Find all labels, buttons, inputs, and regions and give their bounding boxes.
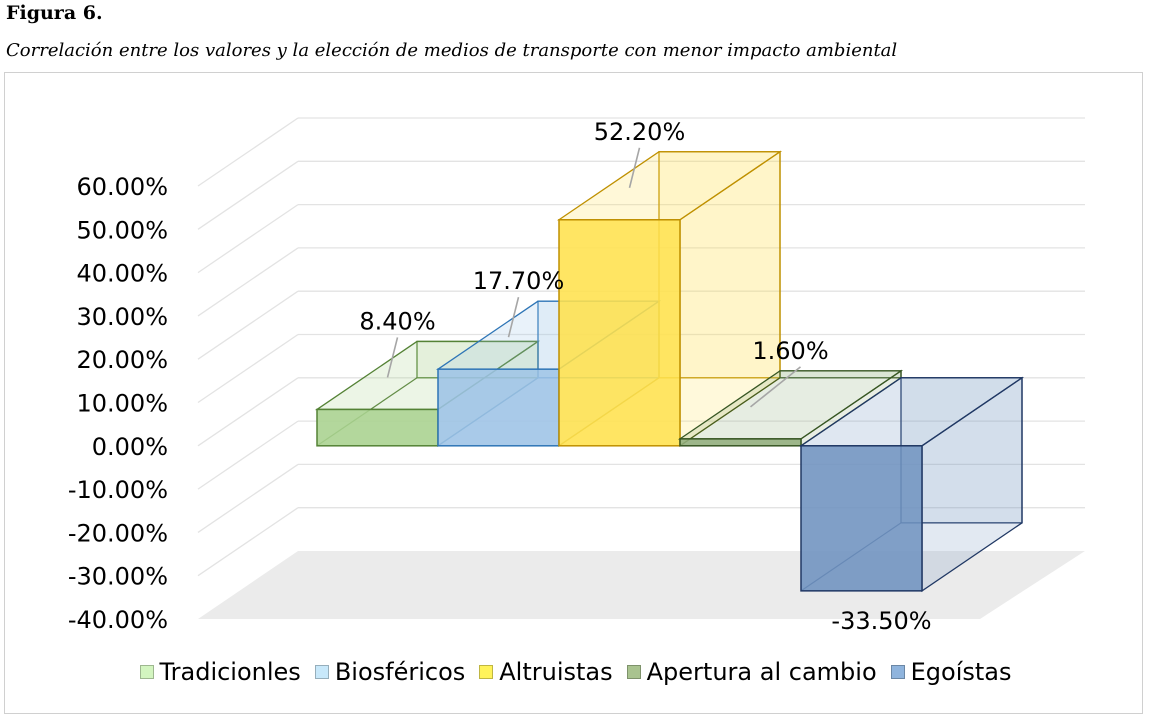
legend-item-biosfericos: Biosféricos	[314, 658, 466, 686]
legend-swatch	[314, 665, 329, 679]
legend-label: Egoístas	[910, 658, 1012, 686]
bar-front-face	[800, 445, 923, 592]
data-label-tradicionles: 8.40%	[359, 307, 436, 378]
y-tick-label: -30.00%	[68, 563, 168, 591]
gridline-side	[197, 290, 299, 360]
y-tick-label: -20.00%	[68, 519, 168, 547]
bar-edge	[679, 377, 781, 447]
legend-item-altruistas: Altruistas	[479, 658, 613, 686]
data-label-text: 17.70%	[473, 267, 565, 295]
gridline-side	[197, 420, 299, 490]
y-tick-label: 30.00%	[76, 303, 168, 331]
y-tick-label: 20.00%	[76, 346, 168, 374]
legend-label: Apertura al cambio	[646, 658, 877, 686]
figure-caption: Correlación entre los valores y la elecc…	[6, 40, 898, 61]
gridline-side	[197, 160, 299, 230]
data-label-text: 52.20%	[594, 118, 686, 146]
bar-front-face	[316, 408, 439, 447]
legend-swatch	[890, 665, 905, 679]
leader-line	[386, 337, 399, 378]
legend-swatch	[479, 665, 494, 679]
legend-label: Altruistas	[499, 658, 613, 686]
data-label-egoistas: -33.50%	[831, 607, 931, 635]
legend-label: Biosféricos	[334, 658, 466, 686]
gridline-side	[197, 204, 299, 274]
gridline-side	[197, 333, 299, 404]
bar-front-face	[679, 438, 802, 447]
legend: Tradicionles Biosféricos Altruistas Apertur…	[0, 658, 1151, 686]
gridlines	[197, 117, 1085, 577]
legend-item-egoistas: Egoístas	[890, 658, 1012, 686]
data-label-altruistas: 52.20%	[594, 118, 686, 188]
legend-label: Tradicionles	[159, 658, 301, 686]
bar-egoistas	[798, 376, 1025, 593]
chart-frame	[4, 72, 1143, 714]
gridline-side	[197, 117, 299, 187]
leader-line	[507, 296, 520, 338]
y-tick-label: 60.00%	[76, 173, 168, 201]
data-label-text: 1.60%	[752, 337, 828, 365]
bar-front-face	[558, 219, 681, 447]
leader-line	[750, 366, 801, 408]
bars	[314, 150, 1025, 593]
gridline-side	[197, 247, 299, 317]
figure-label: Figura 6.	[6, 2, 103, 24]
y-tick-label: -40.00%	[68, 606, 168, 634]
y-axis-ticks: 60.00% 50.00% 40.00% 30.00% 20.00% 10.00% 0.00…	[68, 173, 168, 634]
data-label-apertura-al-cambio: 1.60%	[750, 337, 829, 408]
bar-front-face	[437, 368, 560, 447]
bar-apertura-al-cambio	[677, 369, 904, 448]
legend-swatch	[626, 665, 641, 679]
y-tick-label: 0.00%	[92, 433, 168, 461]
gridline-side	[197, 463, 299, 533]
data-label-biosfericos: 17.70%	[473, 267, 565, 338]
data-label-text: -33.50%	[831, 607, 931, 635]
gridline-side	[197, 507, 299, 577]
legend-item-tradicionles: Tradicionles	[139, 658, 301, 686]
leader-line	[628, 147, 641, 188]
data-label-text: 8.40%	[359, 307, 435, 335]
y-tick-label: 40.00%	[76, 260, 168, 288]
y-tick-label: 50.00%	[76, 216, 168, 244]
legend-item-apertura-al-cambio: Apertura al cambio	[626, 658, 877, 686]
data-labels: 8.40% 17.70% 52.20% 1.60% -33.50%	[359, 118, 931, 635]
y-tick-label: -10.00%	[68, 476, 168, 504]
gridline-side	[197, 377, 299, 447]
legend-swatch	[139, 665, 154, 679]
y-tick-label: 10.00%	[76, 390, 168, 418]
